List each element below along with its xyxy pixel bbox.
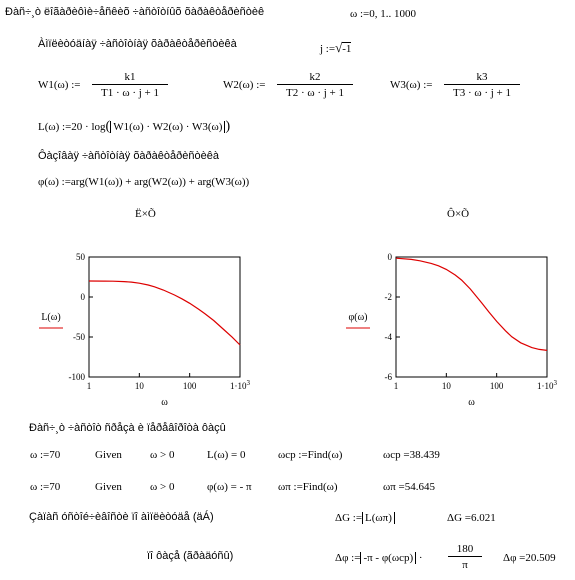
- row1-equation[interactable]: L(ω) = 0: [207, 449, 246, 461]
- phase-xlabel: ω: [468, 397, 475, 408]
- w2-denominator: T2 · ω · j + 1: [285, 87, 345, 99]
- phase-ytick-label: -2: [385, 292, 393, 302]
- phase-xtick-label: 10: [442, 381, 452, 391]
- amplitude-plot-frame: [88, 256, 241, 378]
- j-definition[interactable]: j :=√-1: [320, 40, 352, 56]
- amplitude-xtick-label: 100: [183, 381, 197, 391]
- sqrt-symbol: √: [335, 40, 343, 55]
- row1-given: Given: [95, 449, 122, 461]
- gain-margin-formula[interactable]: ΔG := L(ωπ): [335, 512, 395, 524]
- phase-margin-result: Δφ =20.509: [503, 552, 556, 564]
- w1-denominator: T1 · ω · j + 1: [100, 87, 160, 99]
- row2-given: Given: [95, 481, 122, 493]
- gain-margin-result: ΔG =6.021: [447, 512, 496, 524]
- amplitude-xtick-label: 1: [87, 381, 92, 391]
- paren-open: (: [105, 119, 111, 134]
- phase-series-line: [395, 257, 548, 351]
- dphi-abs-arg: -π - φ(ωcp): [360, 552, 417, 564]
- row1-assign[interactable]: ω :=70: [30, 449, 61, 461]
- dphi-fraction: 180 π: [448, 543, 482, 571]
- w1-numerator: k1: [92, 71, 168, 85]
- row2-condition[interactable]: ω > 0: [150, 481, 175, 493]
- dphi-denominator: π: [462, 559, 468, 571]
- amplitude-ytick-label: 50: [76, 252, 86, 262]
- amplitude-ylabel: L(ω): [41, 312, 60, 323]
- row1-find[interactable]: ωcp :=Find(ω): [278, 449, 343, 461]
- amplitude-ytick-label: 0: [81, 292, 86, 302]
- phase-ytick-label: 0: [388, 252, 393, 262]
- amplitude-xtick-label: 10: [135, 381, 145, 391]
- sqrt-argument: -1: [342, 42, 352, 55]
- right-chart-title: Ô×Õ: [447, 208, 470, 220]
- phase-xtick-label: 100: [490, 381, 504, 391]
- j-assign: j :=: [320, 43, 336, 55]
- page-title: Ðàñ÷¸ò ëîãàðèôìè÷åñêèõ ÷àñòîòíûõ õàðàêòå…: [5, 6, 265, 18]
- w3-numerator: k3: [444, 71, 520, 85]
- amplitude-ytick-label: -50: [73, 332, 85, 342]
- paren-close: ): [225, 119, 231, 134]
- row2-find[interactable]: ωπ :=Find(ω): [278, 481, 338, 493]
- w2-lhs: W2(ω) :=: [223, 79, 266, 91]
- omega-range-definition[interactable]: ω :=0, 1.. 1000: [350, 8, 416, 20]
- log-formula-lhs: L(ω) :=20 · log: [38, 121, 106, 133]
- frequency-section-heading: Ðàñ÷¸ò ÷àñòîò ñðåçà è ïåðåâîðîòà ôàçû: [29, 422, 226, 434]
- dphi-times: ·: [416, 552, 423, 564]
- dg-lhs: ΔG :=: [335, 512, 363, 524]
- phase-ytick-label: -6: [385, 372, 393, 382]
- phase-xtick-label: 1: [394, 381, 399, 391]
- w1-lhs: W1(ω) :=: [38, 79, 81, 91]
- left-chart-title: Ë×Õ: [135, 208, 156, 220]
- w3-fraction[interactable]: k3 T3 · ω · j + 1: [444, 71, 520, 99]
- phase-heading: Ôàçîâàÿ ÷àñòîòíàÿ õàðàêòåðèñòèêà: [38, 150, 219, 162]
- row1-condition[interactable]: ω > 0: [150, 449, 175, 461]
- phase-xtick-label: 1·103: [537, 379, 558, 391]
- w1-fraction[interactable]: k1 T1 · ω · j + 1: [92, 71, 168, 99]
- gain-margin-heading: Çàïàñ óñòîé÷èâîñòè ïî àìïëèòóäå (äÁ): [29, 511, 214, 523]
- dg-abs-arg: L(ωπ): [362, 512, 395, 524]
- phase-chart[interactable]: 0 -2 -4 -61 10 100 1·103 ω φ(ω): [346, 252, 558, 408]
- log-formula-abs-arg: W1(ω) · W2(ω) · W3(ω): [110, 121, 226, 133]
- omega-cp-result: ωcp =38.439: [383, 449, 440, 461]
- phase-formula[interactable]: φ(ω) :=arg(W1(ω)) + arg(W2(ω)) + arg(W3(…: [38, 176, 250, 188]
- phase-margin-formula[interactable]: Δφ := -π - φ(ωcp) ·: [335, 552, 423, 564]
- amplitude-xlabel: ω: [161, 397, 168, 408]
- dphi-lhs: Δφ :=: [335, 552, 361, 564]
- amplitude-xtick-label: 1·103: [230, 379, 251, 391]
- log-amplitude-formula[interactable]: L(ω) :=20 · log(W1(ω) · W2(ω) · W3(ω)): [38, 119, 230, 135]
- amplitude-heading: Àìïëèòóäíàÿ ÷àñòîòíàÿ õàðàêòåðèñòèêà: [38, 38, 237, 50]
- amplitude-series-line: [88, 280, 241, 346]
- phase-ylabel: φ(ω): [348, 312, 367, 323]
- w2-numerator: k2: [277, 71, 353, 85]
- w2-fraction[interactable]: k2 T2 · ω · j + 1: [277, 71, 353, 99]
- row2-equation[interactable]: φ(ω) = - π: [207, 481, 252, 493]
- phase-margin-heading: ïî ôàçå (ãðàäóñû): [147, 550, 234, 562]
- row2-assign[interactable]: ω :=70: [30, 481, 61, 493]
- phase-plot-frame: [395, 256, 548, 378]
- dphi-numerator: 180: [448, 543, 482, 557]
- omega-pi-result: ωπ =54.645: [383, 481, 435, 493]
- w3-denominator: T3 · ω · j + 1: [452, 87, 512, 99]
- phase-ytick-label: -4: [385, 332, 393, 342]
- amplitude-ytick-label: -100: [69, 372, 86, 382]
- w3-lhs: W3(ω) :=: [390, 79, 433, 91]
